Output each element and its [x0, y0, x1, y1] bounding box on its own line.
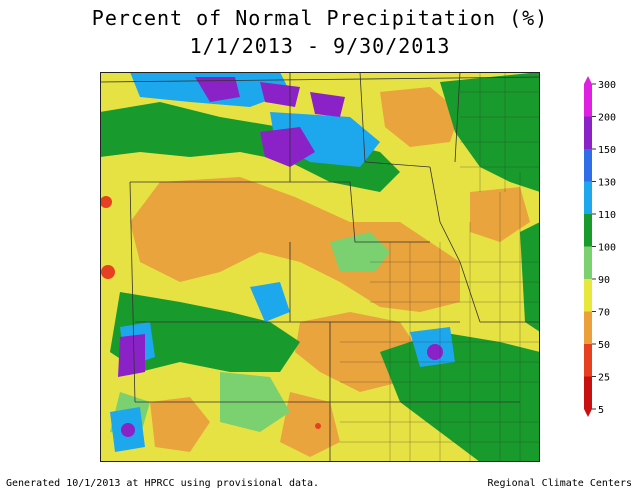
legend-band	[584, 181, 592, 214]
legend-tick-label: 100	[598, 243, 616, 254]
purple-region	[427, 344, 443, 360]
orange-region	[380, 87, 460, 147]
map-title: Percent of Normal Precipitation (%)	[91, 6, 549, 30]
legend-arrow-top	[584, 76, 592, 84]
orange-region	[150, 397, 210, 452]
green-region	[440, 72, 540, 192]
red-region	[315, 423, 321, 429]
red-region	[101, 265, 115, 279]
legend-band	[584, 84, 592, 117]
generated-note: Generated 10/1/2013 at HPRCC using provi…	[6, 478, 320, 489]
legend-band	[584, 214, 592, 247]
legend-tick-label: 130	[598, 178, 616, 189]
purple-region	[310, 92, 345, 117]
legend-tick-label: 300	[598, 80, 616, 91]
legend-tick-label: 90	[598, 275, 610, 286]
legend-band	[584, 376, 592, 409]
green-region	[110, 292, 300, 372]
green-region	[100, 102, 400, 192]
legend-band	[584, 344, 592, 377]
color-scale-legend: 300 200 150 130 110 100 90 70 50 25 5	[584, 76, 616, 417]
county-lines	[340, 72, 540, 462]
legend-band	[584, 149, 592, 182]
map-frame	[100, 72, 540, 462]
rcc-credit: Regional Climate Centers	[487, 478, 633, 489]
legend-band	[584, 311, 592, 344]
legend-band	[584, 116, 592, 149]
legend-band	[584, 246, 592, 279]
legend-tick-label: 110	[598, 210, 616, 221]
legend-tick-label: 200	[598, 113, 616, 124]
blue-region	[250, 282, 290, 322]
legend-band	[584, 279, 592, 312]
legend-tick-label: 25	[598, 373, 610, 384]
legend-tick-label: 70	[598, 308, 610, 319]
legend-arrow-bottom	[584, 409, 592, 417]
legend-tick-label: 150	[598, 145, 616, 156]
purple-region	[121, 423, 135, 437]
red-region	[100, 196, 112, 208]
legend-tick-label: 50	[598, 340, 610, 351]
orange-region	[280, 392, 340, 457]
green-region	[520, 222, 540, 332]
purple-region	[195, 77, 240, 102]
boundary-lines	[100, 72, 540, 462]
legend-tick-label: 5	[598, 405, 604, 416]
orange-region	[130, 177, 460, 312]
purple-region	[118, 334, 145, 377]
purple-region	[260, 127, 315, 167]
precipitation-map	[100, 72, 540, 462]
map-date-range: 1/1/2013 - 9/30/2013	[189, 34, 451, 58]
